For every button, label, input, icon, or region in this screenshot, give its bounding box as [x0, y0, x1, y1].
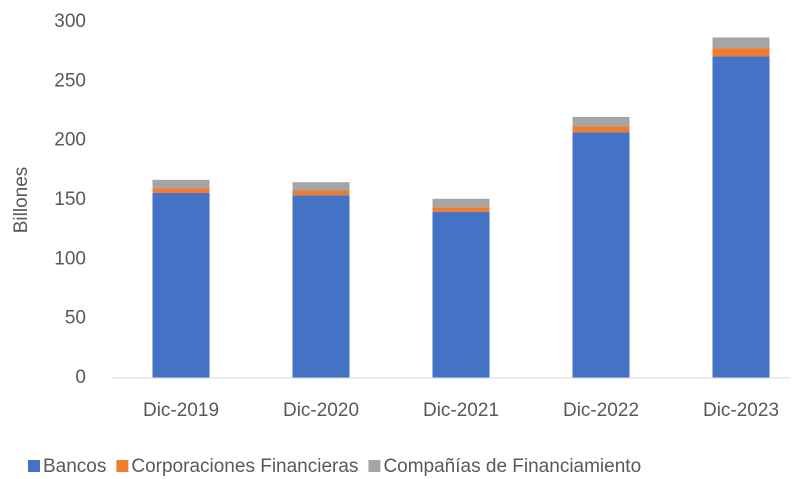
bar-segment [152, 179, 210, 189]
y-tick-label: 0 [75, 367, 86, 388]
y-tick-label: 300 [54, 11, 86, 32]
bar-segment [432, 207, 490, 212]
bar-segment [292, 190, 350, 196]
x-tick-label: Dic-2022 [563, 400, 639, 421]
bar-segment [152, 192, 210, 378]
bar-segment [572, 126, 630, 133]
bar-segment [292, 182, 350, 191]
bar-segment [712, 37, 770, 49]
x-tick-label: Dic-2019 [143, 400, 219, 421]
y-tick-label: 150 [54, 189, 86, 210]
legend-swatch [28, 460, 40, 472]
x-tick-label: Dic-2023 [703, 400, 779, 421]
y-tick-label: 200 [54, 130, 86, 151]
y-tick-label: 250 [54, 70, 86, 91]
bar-segment [432, 211, 490, 378]
y-axis-label: Billones [11, 167, 32, 234]
bar-segment [712, 48, 770, 57]
legend-label: Compañías de Financiamiento [383, 456, 641, 477]
bar-segment [712, 56, 770, 379]
bar-segment [432, 198, 490, 208]
y-tick-label: 100 [54, 248, 86, 269]
x-tick-label: Dic-2021 [423, 400, 499, 421]
legend-swatch [116, 460, 129, 472]
y-tick-label: 50 [65, 308, 86, 329]
bar-segment [292, 195, 350, 378]
bar-segment [152, 188, 210, 193]
legend-swatch [368, 460, 381, 472]
bar-segment [572, 116, 630, 127]
x-tick-label: Dic-2020 [283, 400, 359, 421]
legend-label: Corporaciones Financieras [131, 456, 358, 477]
bar-segment [572, 132, 630, 378]
legend-label: Bancos [43, 456, 106, 477]
